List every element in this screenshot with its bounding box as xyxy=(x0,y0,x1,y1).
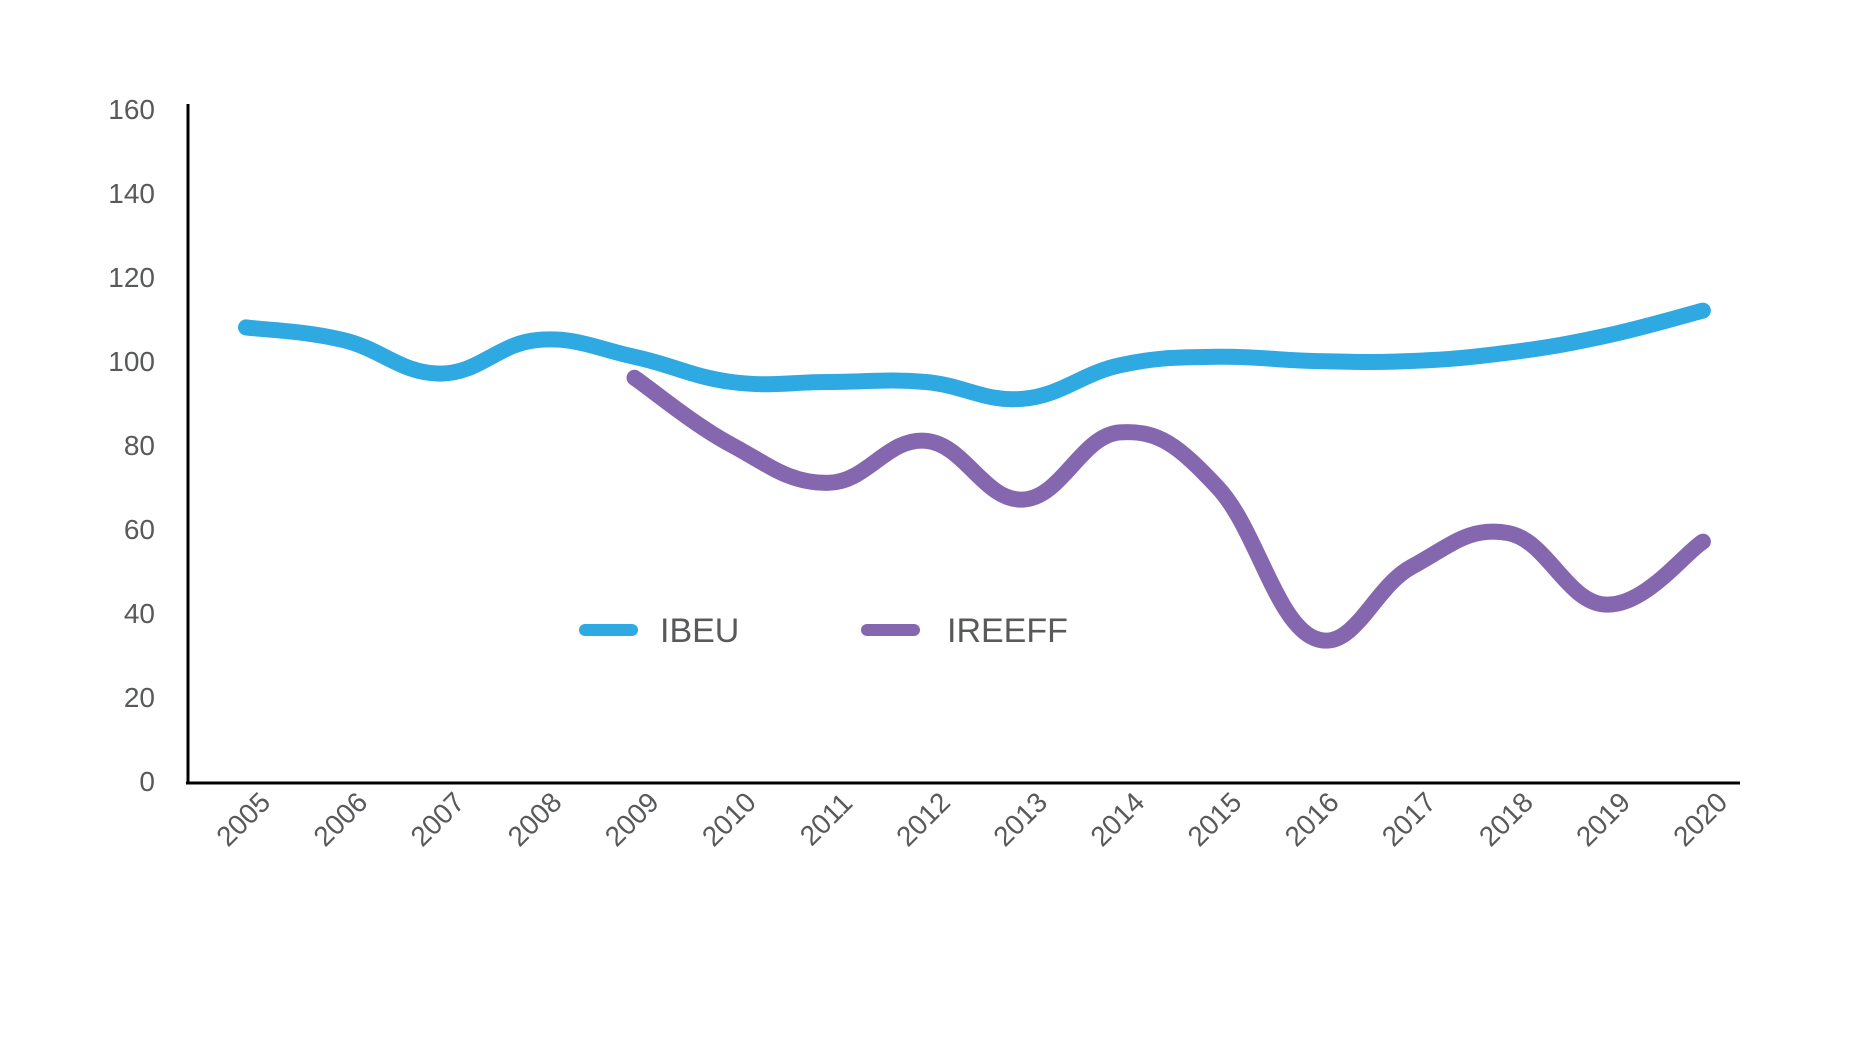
x-tick-label: 2006 xyxy=(307,786,373,852)
y-tick-label: 120 xyxy=(108,262,155,293)
y-tick-label: 0 xyxy=(139,766,155,797)
x-axis-tick-labels: 2005 2006 2007 2008 2009 2010 2011 2012 2013 2014… xyxy=(210,786,1733,852)
x-tick-label: 2008 xyxy=(502,786,568,852)
y-tick-label: 80 xyxy=(124,430,155,461)
x-tick-label: 2019 xyxy=(1570,786,1636,852)
y-tick-label: 40 xyxy=(124,598,155,629)
y-tick-label: 60 xyxy=(124,514,155,545)
y-tick-label: 160 xyxy=(108,94,155,125)
x-tick-label: 2005 xyxy=(210,786,276,852)
x-tick-label: 2013 xyxy=(987,786,1053,852)
x-tick-label: 2014 xyxy=(1084,786,1150,852)
series-line-ireeff xyxy=(626,369,1711,649)
x-tick-label: 2011 xyxy=(794,787,859,852)
legend-label-ireeff: IREEFF xyxy=(947,612,1068,650)
y-axis-tick-labels: 0 20 40 60 80 100 120 140 160 xyxy=(108,94,155,797)
y-tick-label: 100 xyxy=(108,346,155,377)
x-tick-label: 2007 xyxy=(405,786,471,852)
y-tick-label: 20 xyxy=(124,682,155,713)
x-tick-label: 2015 xyxy=(1182,786,1248,852)
x-tick-label: 2018 xyxy=(1473,786,1539,852)
series-line-ibeu xyxy=(238,302,1711,408)
series-lines xyxy=(238,302,1711,649)
legend: IBEU IREEFF xyxy=(579,612,1068,650)
x-tick-label: 2010 xyxy=(696,786,762,852)
x-tick-label: 2017 xyxy=(1376,786,1442,852)
x-tick-label: 2012 xyxy=(890,786,956,852)
y-tick-label: 140 xyxy=(108,178,155,209)
legend-label-ibeu: IBEU xyxy=(660,612,739,650)
x-tick-label: 2016 xyxy=(1279,786,1345,852)
x-tick-label: 2009 xyxy=(599,786,665,852)
x-tick-label: 2020 xyxy=(1667,786,1733,852)
